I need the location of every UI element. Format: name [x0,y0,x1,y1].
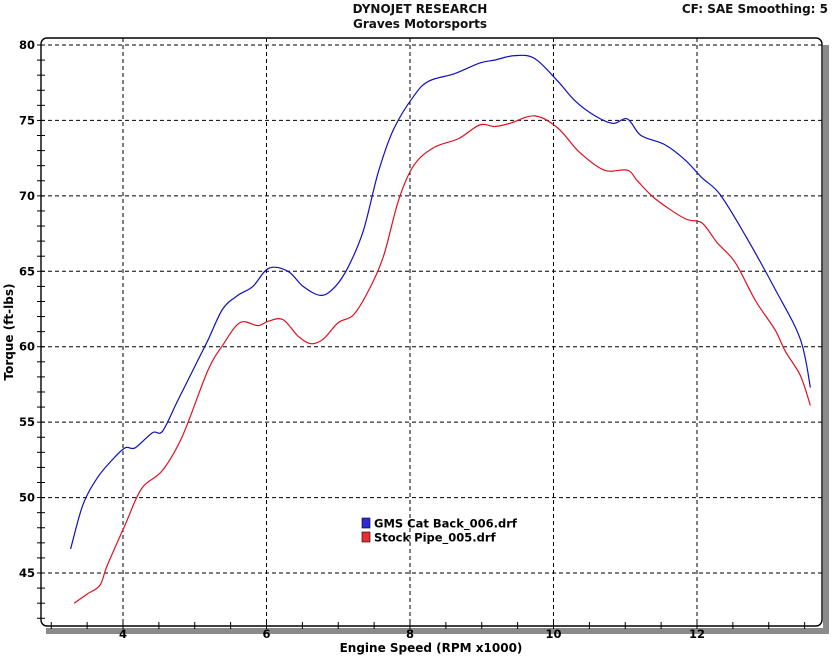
x-tick-label: 10 [545,627,561,641]
x-tick-label: 12 [689,627,705,641]
legend-item-gms-cat-back[interactable]: GMS Cat Back_006.drf [361,517,518,532]
legend-label: Stock Pipe_005.drf [374,531,497,546]
x-tick-labels: 4 6 8 10 12 [119,627,705,641]
axis-ticks [37,44,806,629]
y-tick-label: 80 [19,38,35,52]
y-tick-label: 75 [19,113,35,127]
legend-item-stock-pipe[interactable]: Stock Pipe_005.drf [361,531,497,546]
frame-shadow [46,45,829,634]
legend-swatch-red [361,531,371,543]
chart-title-block: DYNOJET RESEARCH Graves Motorsports [340,2,500,32]
legend: GMS Cat Back_006.drf Stock Pipe_005.drf [361,517,518,546]
x-tick-label: 8 [406,627,414,641]
y-tick-label: 45 [19,566,35,580]
chart-subtitle: Graves Motorsports [352,17,487,31]
legend-swatch-blue [361,517,371,529]
y-tick-label: 65 [19,264,35,278]
y-tick-label: 50 [19,491,35,505]
y-axis-label: Torque (ft-lbs) [2,284,16,381]
y-tick-label: 55 [19,415,35,429]
x-axis-label: Engine Speed (RPM x1000) [340,641,523,655]
series-stock-pipe-line [73,115,811,604]
x-tick-label: 6 [262,627,270,641]
y-tick-labels: 45 50 55 60 65 70 75 80 [19,38,35,580]
y-tick-label: 70 [19,189,35,203]
y-tick-label: 60 [19,340,35,354]
grid-lines [41,38,822,626]
correction-settings: CF: SAE Smoothing: 5 [681,2,828,16]
chart-title: DYNOJET RESEARCH [352,2,488,16]
series-gms-cat-back-line [70,54,811,550]
x-tick-label: 4 [119,627,127,641]
series-lines [70,54,811,604]
legend-label: GMS Cat Back_006.drf [374,517,518,532]
